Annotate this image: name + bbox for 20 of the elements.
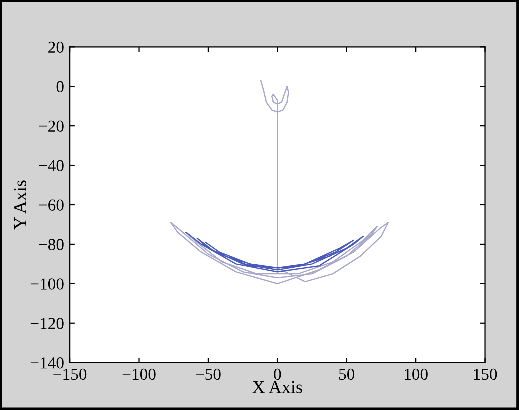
x-axis-title: X Axis	[252, 381, 302, 394]
y-tick-label: −40	[39, 160, 64, 172]
x-tick-label: −50	[196, 368, 221, 380]
x-tick-label: 100	[405, 368, 428, 380]
x-tick-label: −150	[54, 368, 87, 380]
y-tick-label: −20	[39, 120, 64, 132]
x-tick-label: 50	[340, 368, 355, 380]
y-tick-label: 20	[48, 42, 64, 54]
y-tick-label: −100	[30, 278, 64, 290]
line-series	[186, 232, 364, 273]
x-tick-label: 0	[274, 368, 282, 380]
line-series	[170, 80, 390, 285]
y-tick-label: −120	[30, 318, 64, 330]
y-tick-label: −80	[39, 239, 64, 250]
y-axis-title: Y Axis	[14, 180, 26, 230]
y-tick-label: −140	[30, 358, 64, 369]
y-tick-label: −60	[39, 200, 64, 211]
x-tick-label: 150	[474, 368, 498, 380]
x-tick-label: −100	[122, 368, 156, 380]
y-tick-label: 0	[56, 81, 64, 93]
